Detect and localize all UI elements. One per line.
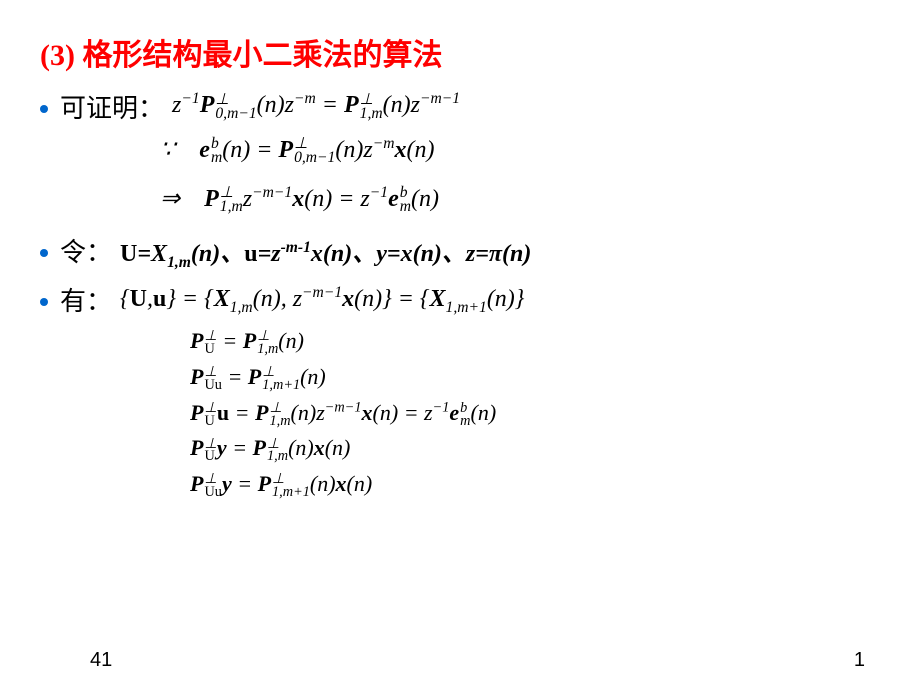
equation-1: z−1P⊥0,m−1(n)z−m = P⊥1,m(n)z−m−1	[172, 92, 460, 121]
bullet-line-1: 可证明： z−1P⊥0,m−1(n)z−m = P⊥1,m(n)z−m−1	[40, 88, 880, 125]
slide-title: (3) 格形结构最小二乘法的算法	[40, 30, 880, 74]
bullet-line-2: 令： U=X1,m(n)、u=z-m-1x(n)、y=x(n)、z=π(n)	[40, 232, 880, 269]
bullet-icon	[40, 105, 48, 113]
equation-3: ⇒ P⊥1,mz−m−1x(n) = z−1ebm(n)	[160, 184, 880, 215]
bullet-icon	[40, 298, 48, 306]
bullet3-math: {U,u} = {X1,m(n), z−m−1x(n)} = {X1,m+1(n…	[120, 286, 524, 313]
slide-container: (3) 格形结构最小二乘法的算法 可证明： z−1P⊥0,m−1(n)z−m =…	[0, 0, 920, 690]
bullet-icon	[40, 249, 48, 257]
equation-6: P⊥Uu = P⊥1,m(n)z−m−1x(n) = z−1ebm(n)	[190, 400, 880, 428]
equation-4: P⊥U = P⊥1,m(n)	[190, 328, 880, 356]
footer-left: 41	[90, 649, 112, 672]
bullet2-math: U=X1,m(n)、u=z-m-1x(n)、y=x(n)、z=π(n)	[120, 233, 531, 268]
bullet2-label: 令：	[60, 232, 112, 269]
equation-8: P⊥Uuy = P⊥1,m+1(n)x(n)	[190, 471, 880, 499]
bullet-line-3: 有： {U,u} = {X1,m(n), z−m−1x(n)} = {X1,m+…	[40, 281, 880, 318]
equation-2: ∵ ebm(n) = P⊥0,m−1(n)z−mx(n)	[160, 135, 880, 166]
footer-right: 1	[854, 649, 865, 672]
equation-7: P⊥Uy = P⊥1,m(n)x(n)	[190, 435, 880, 463]
bullet3-label: 有：	[60, 281, 112, 318]
bullet1-label: 可证明：	[60, 88, 164, 125]
equation-5: P⊥Uu = P⊥1,m+1(n)	[190, 364, 880, 392]
